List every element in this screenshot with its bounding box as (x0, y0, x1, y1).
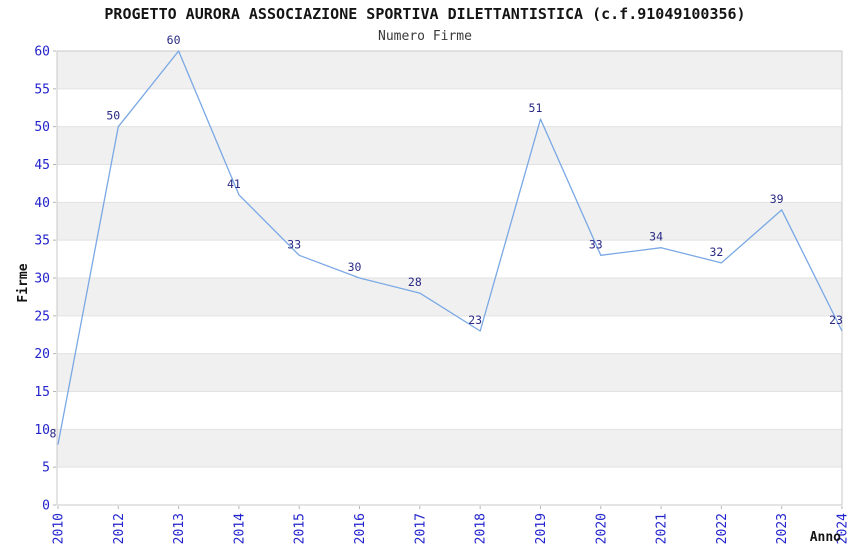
y-tick-label: 45 (34, 158, 50, 173)
y-tick-label: 55 (34, 82, 50, 97)
point-label: 23 (829, 313, 843, 327)
series-line (57, 50, 843, 445)
point-label: 51 (529, 101, 543, 115)
x-tick-label: 2023 (775, 513, 790, 544)
y-tick-label: 10 (34, 423, 50, 438)
point-label: 32 (709, 245, 723, 259)
y-tick-label: 60 (34, 45, 50, 60)
y-tick-label: 35 (34, 234, 50, 249)
x-tick-labels: 2010 2012 2013 2014 2015 2016 2017 2018 2019 2020… (52, 513, 850, 544)
point-label: 41 (227, 177, 241, 191)
point-label: 30 (348, 260, 362, 274)
gridlines (57, 88, 842, 468)
plot-border (56, 50, 843, 506)
plot-band (57, 202, 842, 241)
point-label: 33 (287, 237, 301, 251)
chart-title: PROGETTO AURORA ASSOCIAZIONE SPORTIVA DI… (104, 5, 745, 23)
y-tick-label: 0 (42, 499, 50, 514)
point-label: 23 (468, 313, 482, 327)
x-tick-label: 2016 (353, 513, 368, 544)
plot-border-rect (56, 50, 843, 506)
point-label: 33 (589, 237, 603, 251)
plot-band (57, 126, 842, 165)
x-tick-label: 2015 (293, 513, 308, 544)
x-tick-label: 2012 (112, 513, 127, 544)
x-tick-label: 2022 (715, 513, 730, 544)
plot-band (57, 353, 842, 392)
tick-marks (53, 50, 843, 509)
y-tick-label: 30 (34, 272, 50, 287)
point-label: 60 (167, 33, 181, 47)
y-tick-labels: 0 5 10 15 20 25 30 35 40 45 50 55 60 (34, 45, 50, 514)
plot-band (57, 51, 842, 89)
point-label: 34 (649, 230, 663, 244)
point-label: 28 (408, 275, 422, 289)
chart-subtitle: Numero Firme (378, 29, 472, 44)
x-tick-label: 2019 (534, 513, 549, 544)
point-labels: 8 50 60 41 33 30 28 23 51 33 34 32 39 23 (50, 33, 843, 440)
data-line (57, 50, 843, 445)
x-tick-label: 2018 (474, 513, 489, 544)
y-tick-label: 5 (42, 461, 50, 476)
y-tick-label: 20 (34, 347, 50, 362)
x-tick-label: 2017 (413, 513, 428, 544)
plot-band (57, 429, 842, 468)
y-tick-label: 50 (34, 120, 50, 135)
x-axis-label: Anno (810, 530, 841, 545)
plot-band (57, 278, 842, 316)
x-tick-label: 2024 (836, 513, 850, 544)
point-label: 50 (106, 109, 120, 123)
x-tick-label: 2013 (172, 513, 187, 544)
x-tick-label: 2021 (655, 513, 670, 544)
point-label: 8 (50, 426, 57, 440)
y-axis-label: Firme (16, 263, 31, 302)
y-tick-label: 40 (34, 196, 50, 211)
x-tick-label: 2020 (594, 513, 609, 544)
y-tick-label: 25 (34, 309, 50, 324)
plot-bands (57, 51, 842, 468)
x-tick-label: 2014 (232, 513, 247, 544)
point-label: 39 (770, 192, 784, 206)
x-tick-label: 2010 (52, 513, 67, 544)
y-tick-label: 15 (34, 385, 50, 400)
